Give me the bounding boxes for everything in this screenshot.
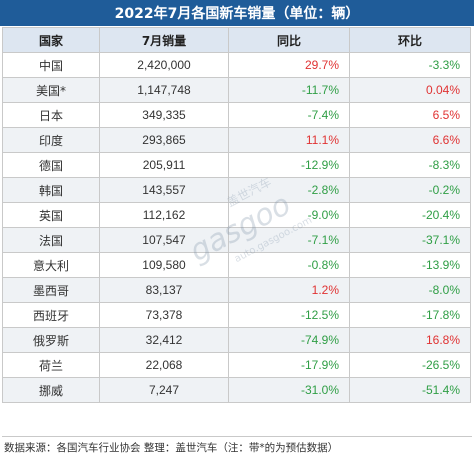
table-row: 英国 112,162 -9.0% -20.4% [2,202,471,228]
sales-cell: 32,412 [99,327,229,353]
table-row: 印度 293,865 11.1% 6.6% [2,127,471,153]
country-cell: 印度 [2,127,100,153]
table-row: 西班牙 73,378 -12.5% -17.8% [2,302,471,328]
country-cell: 俄罗斯 [2,327,100,353]
country-cell: 西班牙 [2,302,100,328]
yoy-cell: -12.5% [228,302,350,328]
sales-cell: 112,162 [99,202,229,228]
sales-cell: 2,420,000 [99,52,229,78]
country-cell: 韩国 [2,177,100,203]
table-title: 2022年7月各国新车销量（单位：辆） [0,0,474,26]
yoy-cell: -7.1% [228,227,350,253]
table-row: 韩国 143,557 -2.8% -0.2% [2,177,471,203]
sales-cell: 293,865 [99,127,229,153]
sales-cell: 1,147,748 [99,77,229,103]
mom-cell: 0.04% [349,77,471,103]
yoy-cell: 29.7% [228,52,350,78]
sales-table: 国家 7月销量 同比 环比 中国 2,420,000 29.7% -3.3% 美国* 1,… [2,27,471,403]
mom-cell: -3.3% [349,52,471,78]
country-cell: 英国 [2,202,100,228]
yoy-cell: -11.7% [228,77,350,103]
table-row: 墨西哥 83,137 1.2% -8.0% [2,277,471,303]
sales-cell: 83,137 [99,277,229,303]
yoy-cell: -9.0% [228,202,350,228]
mom-cell: -13.9% [349,252,471,278]
country-cell: 中国 [2,52,100,78]
header-yoy: 同比 [228,27,350,53]
sales-cell: 205,911 [99,152,229,178]
table-row: 中国 2,420,000 29.7% -3.3% [2,52,471,78]
country-cell: 美国* [2,77,100,103]
yoy-cell: -2.8% [228,177,350,203]
country-cell: 意大利 [2,252,100,278]
country-cell: 荷兰 [2,352,100,378]
mom-cell: -20.4% [349,202,471,228]
table-body: 中国 2,420,000 29.7% -3.3% 美国* 1,147,748 -11.7% 0… [2,52,471,403]
table-row: 美国* 1,147,748 -11.7% 0.04% [2,77,471,103]
table-row: 德国 205,911 -12.9% -8.3% [2,152,471,178]
table-row: 挪威 7,247 -31.0% -51.4% [2,377,471,403]
country-cell: 挪威 [2,377,100,403]
table-row: 意大利 109,580 -0.8% -13.9% [2,252,471,278]
sales-cell: 349,335 [99,102,229,128]
header-row: 国家 7月销量 同比 环比 [2,27,471,53]
mom-cell: -17.8% [349,302,471,328]
sales-cell: 143,557 [99,177,229,203]
yoy-cell: 11.1% [228,127,350,153]
header-july-sales: 7月销量 [99,27,229,53]
yoy-cell: -17.9% [228,352,350,378]
sales-cell: 73,378 [99,302,229,328]
yoy-cell: -0.8% [228,252,350,278]
mom-cell: 6.6% [349,127,471,153]
yoy-cell: -12.9% [228,152,350,178]
country-cell: 墨西哥 [2,277,100,303]
sales-cell: 7,247 [99,377,229,403]
mom-cell: -51.4% [349,377,471,403]
country-cell: 日本 [2,102,100,128]
mom-cell: -37.1% [349,227,471,253]
mom-cell: -26.5% [349,352,471,378]
table-row: 俄罗斯 32,412 -74.9% 16.8% [2,327,471,353]
yoy-cell: -74.9% [228,327,350,353]
mom-cell: 16.8% [349,327,471,353]
sales-cell: 107,547 [99,227,229,253]
mom-cell: 6.5% [349,102,471,128]
table-row: 荷兰 22,068 -17.9% -26.5% [2,352,471,378]
yoy-cell: -31.0% [228,377,350,403]
country-cell: 法国 [2,227,100,253]
data-source-note: 数据来源：各国汽车行业协会 整理：盖世汽车（注：带*的为预估数据） [2,436,472,457]
table-row: 法国 107,547 -7.1% -37.1% [2,227,471,253]
mom-cell: -0.2% [349,177,471,203]
table-row: 日本 349,335 -7.4% 6.5% [2,102,471,128]
sales-cell: 22,068 [99,352,229,378]
sales-cell: 109,580 [99,252,229,278]
mom-cell: -8.3% [349,152,471,178]
yoy-cell: -7.4% [228,102,350,128]
mom-cell: -8.0% [349,277,471,303]
header-country: 国家 [2,27,100,53]
yoy-cell: 1.2% [228,277,350,303]
country-cell: 德国 [2,152,100,178]
header-mom: 环比 [349,27,471,53]
